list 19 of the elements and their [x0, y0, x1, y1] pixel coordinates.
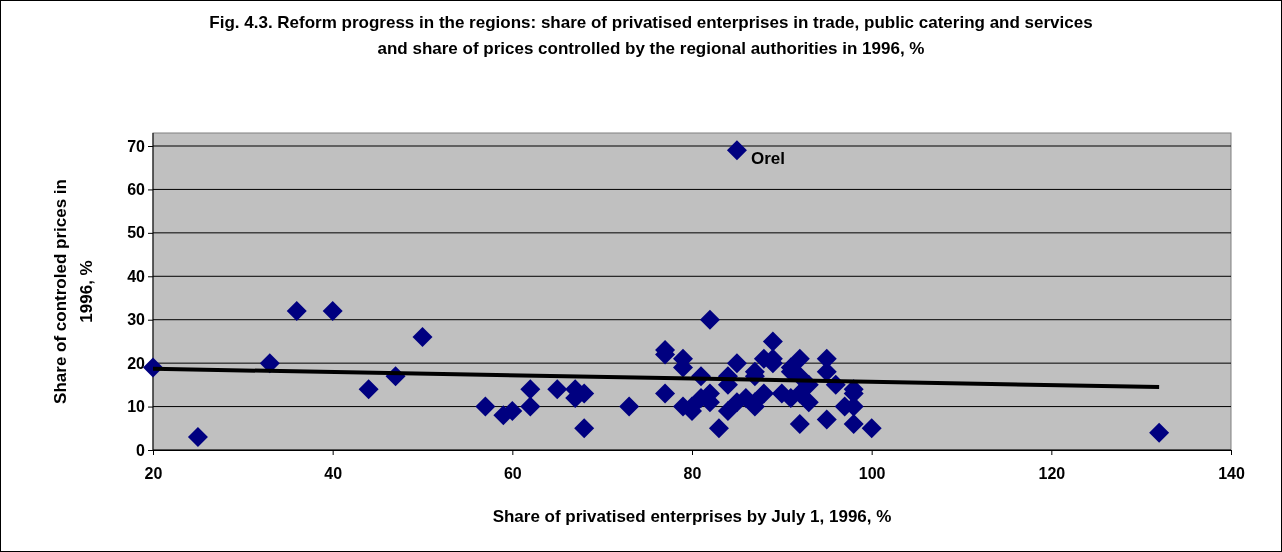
x-tick-label: 140 — [1218, 464, 1245, 482]
y-tick-label: 40 — [127, 267, 146, 285]
y-tick-label: 70 — [127, 137, 146, 155]
x-axis-title: Share of privatised enterprises by July 1, 1996, % — [492, 507, 892, 526]
chart-title: Fig. 4.3. Reform progress in the regions: share of privatised enterprises in trade, public catering and services and share of prices controlled by the regional authorities in 1996, % — [209, 13, 1093, 59]
y-tick-label: 60 — [127, 181, 146, 199]
x-tick-label: 120 — [1038, 464, 1066, 482]
annotation: Orel — [750, 149, 785, 169]
x-tick-label: 100 — [858, 464, 886, 482]
y-tick-label: 10 — [127, 398, 146, 416]
y-axis-title: Share of controled prices in 1996, % — [51, 179, 96, 404]
x-tick-label: 40 — [324, 464, 343, 482]
y-tick-label: 20 — [127, 354, 146, 372]
y-tick-label: 30 — [127, 311, 146, 329]
x-tick-label: 80 — [683, 464, 702, 482]
y-tick-label: 0 — [136, 441, 146, 459]
y-tick-label: 50 — [127, 224, 146, 242]
x-tick-label: 60 — [503, 464, 522, 482]
x-tick-label: 20 — [144, 464, 163, 482]
